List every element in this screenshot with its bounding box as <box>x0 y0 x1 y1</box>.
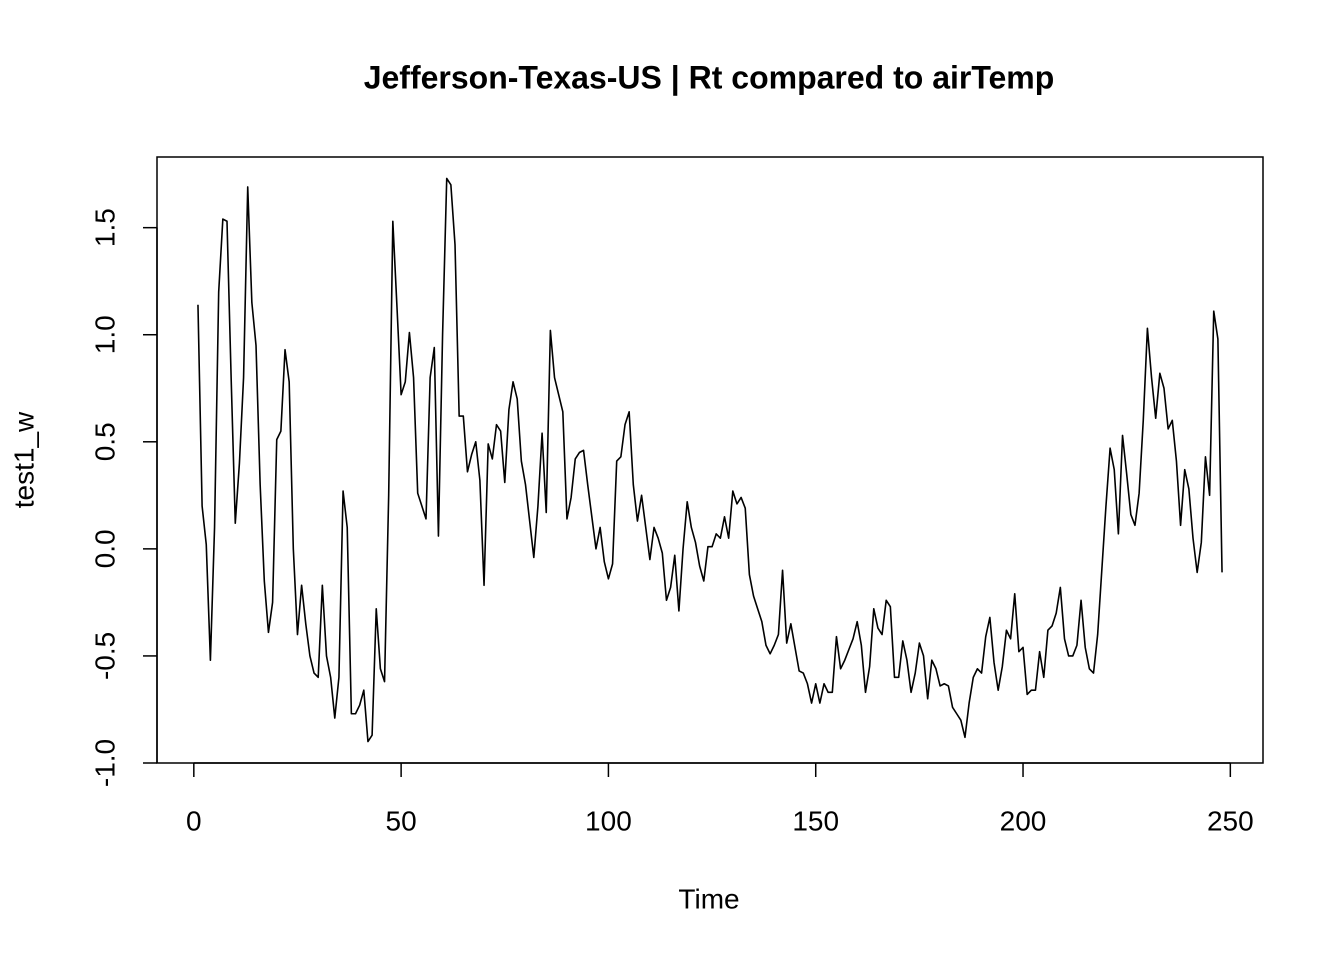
y-tick-label: 0.5 <box>89 422 120 461</box>
x-tick-label: 0 <box>186 805 202 836</box>
plot-box <box>156 156 1264 764</box>
x-tick-label: 150 <box>792 805 839 836</box>
x-tick-label: 50 <box>386 805 417 836</box>
y-axis-label: test1_w <box>8 411 39 508</box>
y-tick-label: 1.0 <box>89 315 120 354</box>
x-tick-label: 200 <box>1000 805 1047 836</box>
data-line <box>197 177 1223 743</box>
chart-title: Jefferson-Texas-US | Rt compared to airT… <box>364 59 1055 95</box>
y-tick-label: -0.5 <box>89 632 120 680</box>
x-tick-label: 100 <box>585 805 632 836</box>
x-tick-label: 250 <box>1207 805 1254 836</box>
y-tick-label: 1.5 <box>89 208 120 247</box>
x-axis-label: Time <box>678 883 739 914</box>
y-tick-label: -1.0 <box>89 739 120 787</box>
y-tick-label: 0.0 <box>89 529 120 568</box>
